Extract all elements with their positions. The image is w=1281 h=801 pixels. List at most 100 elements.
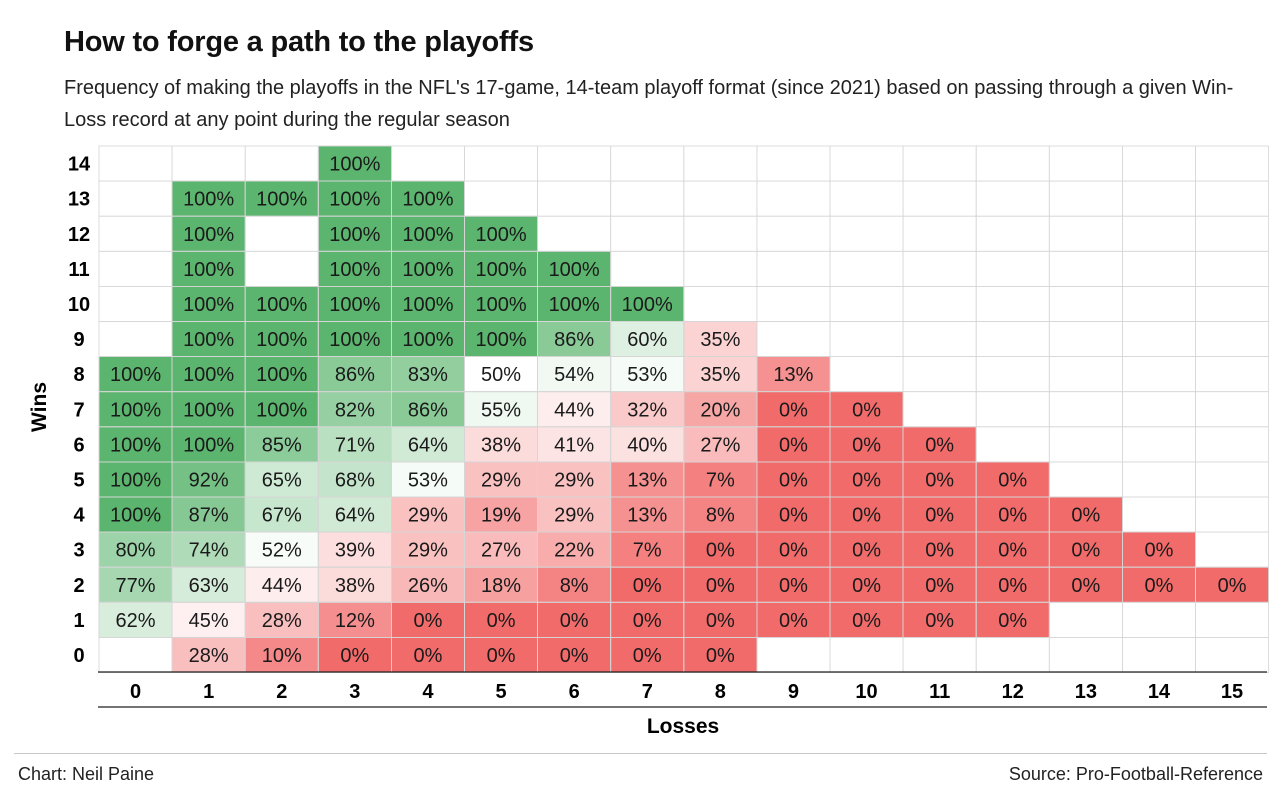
grid-cell [683, 145, 758, 182]
y-tick-label: 6 [73, 434, 84, 456]
cell-label-w5-l12: 0% [998, 469, 1027, 491]
heatmap-cell-w4-l5 [464, 496, 538, 533]
cell-label-w0-l3: 0% [340, 645, 369, 667]
heatmap-cell-w2-l10 [829, 566, 904, 603]
heatmap-cell-w10-l3 [317, 285, 392, 322]
grid-cell [975, 250, 1050, 287]
cell-label-w0-l4: 0% [413, 645, 442, 667]
grid-cell [1048, 180, 1123, 217]
cell-label-w6-l0: 100% [110, 434, 161, 456]
chart-title: How to forge a path to the playoffs [64, 26, 534, 58]
x-tick-label: 7 [642, 681, 653, 703]
cell-label-w4-l4: 29% [408, 505, 448, 527]
heatmap-cell-w1-l8 [683, 601, 758, 638]
cell-label-w4-l1: 87% [189, 505, 229, 527]
heatmap-cell-w8-l0 [98, 356, 173, 393]
cell-label-w7-l4: 86% [408, 399, 448, 421]
grid-cell [1048, 461, 1123, 498]
cell-label-w2-l15: 0% [1218, 575, 1247, 597]
cell-label-w5-l4: 53% [408, 469, 448, 491]
x-tick-label: 6 [569, 681, 580, 703]
cell-label-w3-l12: 0% [998, 540, 1027, 562]
cell-label-w6-l9: 0% [779, 434, 808, 456]
heatmap-cell-w7-l1 [171, 391, 246, 428]
cell-label-w6-l6: 41% [554, 434, 594, 456]
grid-cell [756, 180, 831, 217]
grid-cell [610, 180, 685, 217]
grid-cell [829, 321, 904, 357]
cell-label-w3-l13: 0% [1071, 540, 1100, 562]
cell-label-w3-l2: 52% [262, 540, 302, 562]
cell-label-w4-l9: 0% [779, 505, 808, 527]
grid-cell [1195, 391, 1269, 428]
y-tick-label: 13 [68, 189, 90, 211]
cell-label-w5-l3: 68% [335, 469, 375, 491]
heatmap-cell-w1-l5 [464, 601, 538, 638]
heatmap-cell-w7-l9 [756, 391, 831, 428]
grid-cell [756, 145, 831, 182]
cell-label-w7-l3: 82% [335, 399, 375, 421]
y-tick-label: 12 [68, 224, 90, 246]
y-tick-label: 0 [73, 645, 84, 667]
cell-label-w4-l0: 100% [110, 505, 161, 527]
cell-label-w0-l7: 0% [633, 645, 662, 667]
y-tick-label: 4 [73, 505, 85, 527]
heatmap-cell-w0-l2 [244, 637, 319, 673]
cell-label-w11-l3: 100% [329, 259, 380, 281]
cell-label-w5-l2: 65% [262, 469, 302, 491]
cell-label-w3-l3: 39% [335, 540, 375, 562]
grid-cell [464, 145, 538, 182]
grid-cell [829, 180, 904, 217]
grid-cell [756, 321, 831, 357]
cell-label-w10-l5: 100% [475, 294, 526, 316]
cell-label-w8-l4: 83% [408, 364, 448, 386]
grid-cell [1195, 461, 1269, 498]
heatmap-cell-w3-l4 [390, 531, 465, 568]
grid-cell [244, 145, 319, 182]
y-tick-label: 3 [73, 540, 84, 562]
grid-cell [902, 180, 977, 217]
grid-cell [1195, 250, 1269, 287]
cell-label-w4-l13: 0% [1071, 505, 1100, 527]
grid-cell [829, 637, 904, 673]
grid-cell [390, 145, 465, 182]
cell-label-w8-l1: 100% [183, 364, 234, 386]
cell-label-w1-l0: 62% [116, 610, 156, 632]
grid-cell [756, 215, 831, 252]
grid-cell [1122, 145, 1196, 182]
heatmap-cell-w1-l2 [244, 601, 319, 638]
grid-cell [902, 215, 977, 252]
heatmap-cell-w2-l7 [610, 566, 685, 603]
y-tick-label: 5 [73, 469, 84, 491]
grid-cell [829, 356, 904, 393]
cell-label-w4-l8: 8% [706, 505, 735, 527]
cell-label-w10-l3: 100% [329, 294, 380, 316]
cell-label-w3-l14: 0% [1144, 540, 1173, 562]
cell-label-w4-l5: 19% [481, 505, 521, 527]
cell-label-w0-l2: 10% [262, 645, 302, 667]
heatmap-cell-w5-l5 [464, 461, 538, 498]
grid-cell [1122, 426, 1196, 463]
cell-label-w10-l4: 100% [402, 294, 453, 316]
grid-cell [1195, 356, 1269, 393]
heatmap-cell-w3-l12 [975, 531, 1050, 568]
grid-cell [1195, 285, 1269, 322]
grid-cell [464, 180, 538, 217]
y-tick-label: 9 [73, 329, 84, 351]
grid-cell [1195, 531, 1269, 568]
heatmap-cell-w9-l2 [244, 321, 319, 357]
grid-cell [756, 637, 831, 673]
cell-label-w7-l8: 20% [700, 399, 740, 421]
grid-cell [975, 637, 1050, 673]
heatmap-cell-w1-l12 [975, 601, 1050, 638]
grid-cell [975, 321, 1050, 357]
cell-label-w1-l8: 0% [706, 610, 735, 632]
heatmap-cell-w7-l7 [610, 391, 685, 428]
heatmap-cell-w1-l7 [610, 601, 685, 638]
y-tick-label: 8 [73, 364, 84, 386]
cell-label-w9-l3: 100% [329, 329, 380, 351]
grid-cell [98, 180, 173, 217]
grid-cell [975, 391, 1050, 428]
cell-label-w8-l2: 100% [256, 364, 307, 386]
